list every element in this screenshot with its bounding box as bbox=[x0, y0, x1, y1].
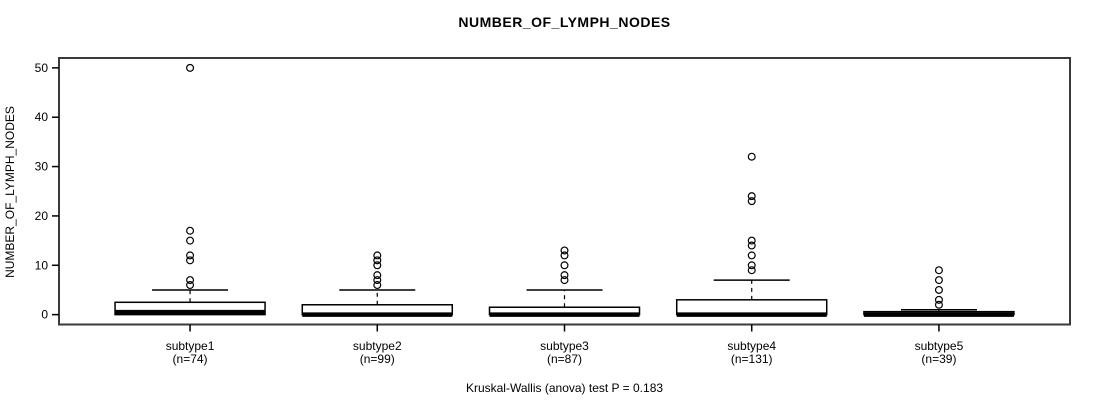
outlier-point bbox=[560, 261, 569, 270]
group-count-label: (n=39) bbox=[921, 352, 956, 366]
outlier-point bbox=[747, 197, 756, 206]
outlier-point bbox=[560, 246, 569, 255]
group-count-label: (n=99) bbox=[360, 352, 395, 366]
y-tick-label: 0 bbox=[41, 308, 48, 322]
outlier-point bbox=[560, 251, 569, 260]
stat-annotation: Kruskal-Wallis (anova) test P = 0.183 bbox=[465, 381, 664, 395]
outlier-point bbox=[934, 295, 943, 304]
outlier-point bbox=[560, 276, 569, 285]
y-tick-label: 40 bbox=[35, 110, 49, 124]
outlier-point bbox=[747, 152, 756, 161]
outlier-point bbox=[560, 271, 569, 280]
outlier-point bbox=[747, 261, 756, 270]
outlier-point bbox=[747, 192, 756, 201]
y-tick-label: 30 bbox=[35, 160, 49, 174]
x-tick-label: subtype2 bbox=[353, 339, 402, 353]
outlier-point bbox=[373, 276, 382, 285]
outlier-point bbox=[373, 256, 382, 265]
outlier-point bbox=[747, 266, 756, 275]
group-count-label: (n=131) bbox=[731, 352, 773, 366]
outlier-point bbox=[747, 251, 756, 260]
x-tick-label: subtype5 bbox=[915, 339, 964, 353]
outlier-point bbox=[186, 251, 195, 260]
outlier-point bbox=[186, 63, 195, 72]
outlier-point bbox=[934, 300, 943, 309]
x-tick-label: subtype1 bbox=[166, 339, 215, 353]
outlier-point bbox=[186, 256, 195, 265]
outlier-point bbox=[373, 261, 382, 270]
plot-border bbox=[58, 57, 1071, 326]
outlier-point bbox=[186, 276, 195, 285]
y-tick-label: 50 bbox=[35, 61, 49, 75]
group-count-label: (n=74) bbox=[173, 352, 208, 366]
outlier-point bbox=[186, 226, 195, 235]
outlier-point bbox=[934, 285, 943, 294]
outlier-point bbox=[186, 236, 195, 245]
outlier-point bbox=[934, 276, 943, 285]
outlier-point bbox=[747, 241, 756, 250]
chart-title: NUMBER_OF_LYMPH_NODES bbox=[458, 14, 671, 30]
y-tick-label: 20 bbox=[35, 209, 49, 223]
x-tick-label: subtype3 bbox=[540, 339, 589, 353]
outlier-point bbox=[934, 266, 943, 275]
outlier-point bbox=[186, 281, 195, 290]
outlier-point bbox=[747, 236, 756, 245]
x-tick-label: subtype4 bbox=[727, 339, 776, 353]
outlier-point bbox=[373, 271, 382, 280]
y-tick-label: 10 bbox=[35, 258, 49, 272]
outlier-point bbox=[373, 281, 382, 290]
group-count-label: (n=87) bbox=[547, 352, 582, 366]
outlier-point bbox=[373, 251, 382, 260]
